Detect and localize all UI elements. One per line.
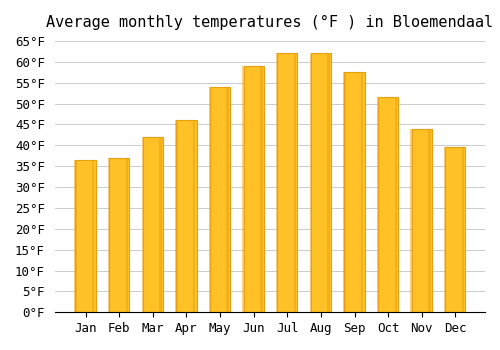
Bar: [208, 87, 211, 312]
Bar: [175, 120, 178, 312]
Bar: [126, 158, 128, 312]
Bar: [394, 97, 397, 312]
Bar: [344, 72, 364, 312]
Bar: [226, 87, 229, 312]
Bar: [142, 137, 163, 312]
Bar: [361, 72, 364, 312]
Bar: [244, 66, 264, 312]
Bar: [343, 72, 345, 312]
Bar: [176, 120, 197, 312]
Bar: [193, 120, 196, 312]
Bar: [328, 54, 330, 312]
Bar: [92, 160, 94, 312]
Bar: [446, 147, 466, 312]
Bar: [76, 160, 96, 312]
Bar: [412, 128, 432, 312]
Bar: [109, 158, 130, 312]
Bar: [428, 128, 430, 312]
Bar: [410, 128, 413, 312]
Bar: [378, 97, 398, 312]
Bar: [142, 137, 144, 312]
Bar: [260, 66, 262, 312]
Bar: [108, 158, 110, 312]
Bar: [294, 54, 296, 312]
Bar: [276, 54, 278, 312]
Bar: [74, 160, 76, 312]
Bar: [210, 87, 230, 312]
Bar: [377, 97, 379, 312]
Bar: [160, 137, 162, 312]
Bar: [462, 147, 464, 312]
Title: Average monthly temperatures (°F ) in Bloemendaal: Average monthly temperatures (°F ) in Bl…: [46, 15, 494, 30]
Bar: [310, 54, 312, 312]
Bar: [444, 147, 446, 312]
Bar: [311, 54, 331, 312]
Bar: [242, 66, 245, 312]
Bar: [277, 54, 297, 312]
